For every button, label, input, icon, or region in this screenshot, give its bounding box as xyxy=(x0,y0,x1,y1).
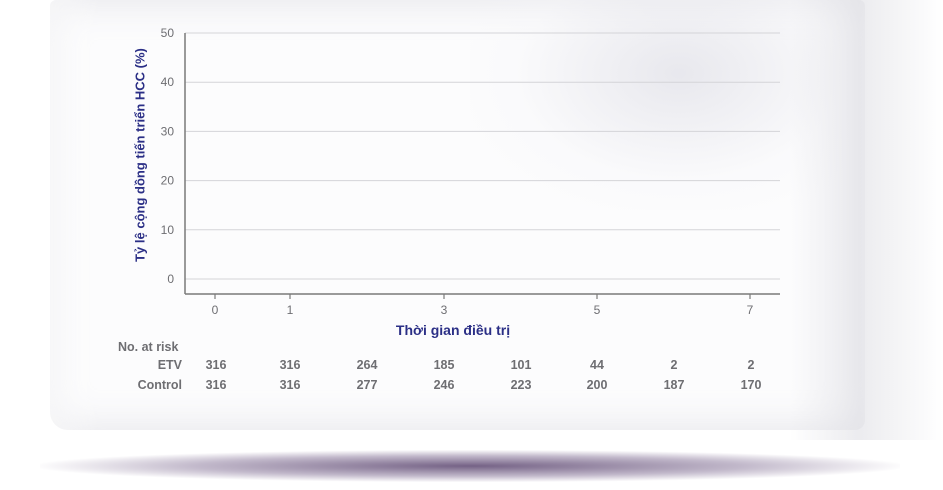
risk-cell: 316 xyxy=(205,378,227,392)
risk-cell: 316 xyxy=(279,358,301,372)
risk-cell: 187 xyxy=(663,378,685,392)
risk-cell: 264 xyxy=(356,358,378,372)
paper-highlight xyxy=(470,0,850,210)
risk-row-control: Control 316 316 277 246 223 200 187 170 xyxy=(0,378,943,396)
risk-cell: 316 xyxy=(279,378,301,392)
risk-cell: 44 xyxy=(590,358,604,372)
x-tick-label-1: 1 xyxy=(287,303,294,317)
paper-left-fade xyxy=(0,0,100,440)
risk-row-label: ETV xyxy=(157,358,182,372)
y-tick-label-20: 20 xyxy=(161,174,175,188)
risk-cell: 185 xyxy=(433,358,455,372)
x-axis-label: Thời gian điều trị xyxy=(395,322,511,338)
risk-cell: 277 xyxy=(356,378,378,392)
y-tick-label-40: 40 xyxy=(161,75,175,89)
risk-row-etv: ETV 316 316 264 185 101 44 2 2 xyxy=(0,358,943,376)
floor-shadow xyxy=(40,450,900,482)
x-tick-label-3: 3 xyxy=(441,303,448,317)
y-axis-label: Tỷ lệ cộng dồng tiến triển HCC (%) xyxy=(132,48,148,262)
paper-right-fade xyxy=(790,0,943,440)
risk-cell: 2 xyxy=(670,358,678,372)
y-tick-label-0: 0 xyxy=(167,272,174,286)
risk-row-label: Control xyxy=(137,378,182,392)
risk-cell: 246 xyxy=(433,378,455,392)
y-tick-label-30: 30 xyxy=(161,124,175,138)
risk-cell: 170 xyxy=(740,378,762,392)
risk-cell: 223 xyxy=(510,378,532,392)
risk-cell: 101 xyxy=(510,358,532,372)
risk-cell: 316 xyxy=(205,358,227,372)
y-tick-label-10: 10 xyxy=(161,223,175,237)
x-tick-label-5: 5 xyxy=(594,303,601,317)
risk-table-title: No. at risk xyxy=(118,340,179,354)
y-tick-label-50: 50 xyxy=(161,26,175,40)
risk-cell: 200 xyxy=(586,378,608,392)
risk-cell: 2 xyxy=(747,358,755,372)
x-tick-label-7: 7 xyxy=(747,303,754,317)
x-tick-label-0: 0 xyxy=(212,303,219,317)
